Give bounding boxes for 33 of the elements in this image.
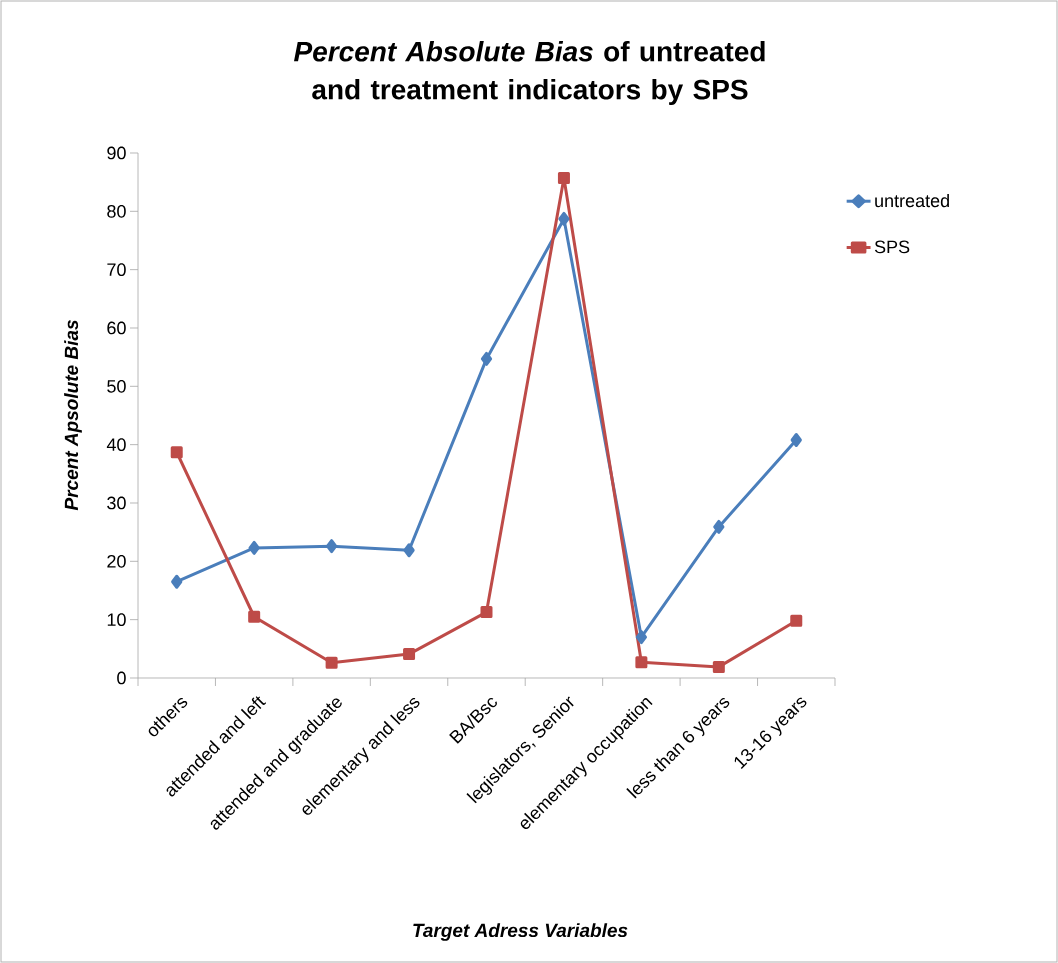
point bbox=[713, 519, 725, 534]
point bbox=[557, 172, 570, 185]
point bbox=[635, 630, 648, 645]
y-tick-label: 50 bbox=[107, 379, 126, 393]
y-tick-label: 70 bbox=[107, 263, 126, 277]
y-axis-title: Prcent Apsolute Bias bbox=[64, 320, 82, 511]
y-tick-label: 80 bbox=[107, 204, 126, 218]
y-tick-label: 90 bbox=[107, 146, 126, 160]
legend-label: untreated bbox=[875, 193, 949, 208]
point bbox=[790, 432, 802, 447]
point bbox=[403, 543, 415, 558]
point bbox=[325, 656, 338, 669]
y-tick-label: 60 bbox=[107, 321, 126, 335]
point bbox=[480, 351, 493, 366]
chart-title: Percent Absolute Bias of untreated and treatment indicators by SPS bbox=[294, 40, 765, 106]
y-tick-label: 40 bbox=[106, 438, 126, 452]
y-tick-label: 30 bbox=[107, 496, 126, 510]
point bbox=[635, 656, 648, 669]
point bbox=[558, 211, 570, 226]
point bbox=[325, 539, 338, 554]
y-tick-label: 10 bbox=[107, 613, 126, 627]
point bbox=[171, 574, 183, 589]
y-tick-label: 20 bbox=[107, 554, 126, 568]
x-axis-title: Target Adress Variables bbox=[413, 923, 628, 941]
point bbox=[170, 446, 183, 459]
legend-label: SPS bbox=[874, 240, 910, 254]
point bbox=[480, 606, 493, 619]
point bbox=[248, 610, 261, 623]
point bbox=[248, 540, 260, 555]
point bbox=[403, 648, 416, 661]
y-tick-label: 0 bbox=[117, 671, 126, 685]
point bbox=[790, 614, 803, 627]
point bbox=[712, 660, 725, 673]
